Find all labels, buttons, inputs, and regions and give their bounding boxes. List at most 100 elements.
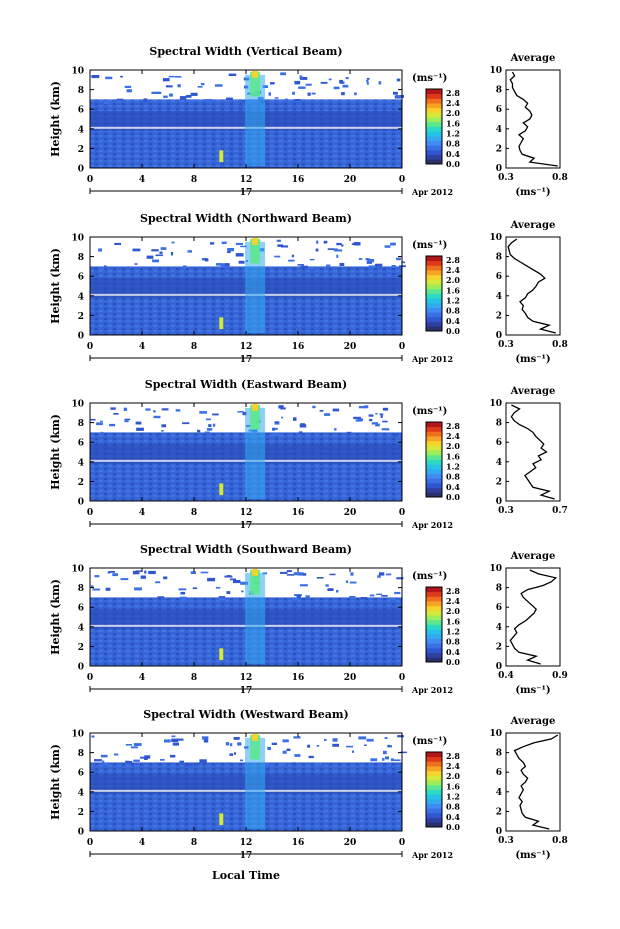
heatmap-speckle bbox=[210, 242, 215, 245]
colorbar-swatch bbox=[426, 817, 442, 823]
colorbar-swatch bbox=[426, 431, 442, 437]
heatmap-speckle bbox=[169, 93, 173, 97]
heatmap-speckle bbox=[200, 83, 205, 86]
heatmap-speckle bbox=[299, 431, 303, 434]
heatmap-speckle bbox=[134, 587, 142, 591]
colorbar-swatch bbox=[426, 159, 442, 165]
heatmap-speckle bbox=[114, 242, 121, 245]
colorbar-swatch bbox=[426, 149, 442, 156]
heatmap-speckle bbox=[201, 736, 209, 740]
heatmap-speckle bbox=[376, 593, 382, 596]
colorbar-swatch bbox=[426, 298, 442, 304]
profile-y-tick-label: 4 bbox=[496, 125, 502, 135]
colorbar-swatch bbox=[426, 154, 442, 160]
y-tick-label: 8 bbox=[78, 584, 84, 594]
heatmap-speckle bbox=[125, 744, 133, 746]
heatmap-speckle bbox=[195, 762, 200, 766]
colorbar-tick-label: 0.4 bbox=[446, 812, 460, 822]
heatmap-speckle bbox=[379, 413, 384, 416]
profile-line bbox=[509, 569, 558, 665]
heatmap-speckle bbox=[92, 588, 101, 591]
heatmap-plume-peak bbox=[252, 403, 259, 411]
heatmap-speckle bbox=[299, 584, 308, 587]
heatmap-plume-core bbox=[250, 71, 261, 97]
colorbar-tick-label: 0.8 bbox=[446, 472, 460, 482]
x-tick-label: 16 bbox=[292, 673, 305, 683]
y-tick-label: 10 bbox=[71, 730, 84, 740]
heatmap-speckle bbox=[353, 416, 361, 420]
heatmap-speckle bbox=[276, 239, 281, 242]
heatmap-speckle bbox=[120, 578, 129, 581]
profile-title: Average bbox=[510, 53, 556, 64]
heatmap-speckle bbox=[165, 85, 173, 88]
heatmap-speckle bbox=[385, 573, 392, 576]
heatmap-speckle bbox=[203, 739, 209, 743]
heatmap-speckle bbox=[136, 427, 144, 431]
heatmap-speckle bbox=[286, 748, 291, 751]
profile-x-tick-label: 0.8 bbox=[552, 173, 568, 183]
y-tick-label: 4 bbox=[78, 458, 84, 468]
y-tick-label: 0 bbox=[78, 663, 84, 673]
colorbar-swatch bbox=[426, 610, 442, 616]
colorbar-swatch bbox=[426, 440, 442, 446]
colorbar-swatch bbox=[426, 112, 442, 118]
heatmap-speckle bbox=[389, 597, 396, 601]
profile-y-tick-label: 4 bbox=[496, 788, 502, 798]
heatmap-speckle bbox=[241, 590, 244, 593]
profile-x-label: (ms⁻¹) bbox=[515, 850, 550, 861]
heatmap-speckle bbox=[100, 420, 103, 423]
heatmap-speckle bbox=[144, 755, 151, 759]
y-tick-label: 0 bbox=[78, 498, 84, 508]
colorbar-swatch bbox=[426, 312, 442, 318]
colorbar-tick-label: 0.0 bbox=[446, 657, 460, 667]
heatmap-speckle bbox=[350, 572, 354, 576]
colorbar-swatch bbox=[426, 473, 442, 479]
colorbar-tick-label: 0.4 bbox=[446, 647, 460, 657]
heatmap-speckle bbox=[352, 750, 354, 753]
heatmap-speckle bbox=[325, 584, 329, 587]
colorbar-swatch bbox=[426, 591, 442, 597]
colorbar-swatch bbox=[426, 121, 442, 127]
colorbar-swatch bbox=[426, 145, 442, 151]
heatmap-speckle bbox=[221, 241, 227, 244]
heatmap-speckle bbox=[94, 759, 102, 762]
heatmap-speckle bbox=[212, 423, 216, 427]
heatmap-speckle bbox=[280, 245, 289, 248]
x-tick-label: 0 bbox=[87, 175, 93, 185]
profile-y-tick-label: 10 bbox=[489, 729, 502, 739]
heatmap-speckle bbox=[339, 79, 344, 84]
y-axis-label: Height (km) bbox=[49, 579, 62, 655]
heatmap-speckle bbox=[172, 742, 179, 746]
heatmap-speckle bbox=[178, 588, 187, 591]
heatmap-speckle bbox=[218, 596, 226, 598]
heatmap-speckle bbox=[305, 595, 310, 598]
colorbar-swatch bbox=[426, 780, 442, 786]
colorbar-frame bbox=[425, 88, 443, 165]
heatmap-speckle bbox=[292, 91, 295, 95]
y-axis-label: Height (km) bbox=[49, 744, 62, 820]
colorbar-swatch bbox=[426, 326, 442, 332]
heatmap-speckle bbox=[319, 410, 324, 412]
heatmap-speckle bbox=[378, 81, 382, 85]
x-tick-label: 12 bbox=[240, 175, 253, 185]
x-tick-label: 0 bbox=[87, 508, 93, 518]
heatmap-speckle bbox=[228, 73, 237, 76]
heatmap-speckle bbox=[364, 744, 367, 746]
colorbar-swatch bbox=[426, 587, 442, 593]
colorbar-swatch bbox=[426, 284, 442, 290]
heatmap-speckle bbox=[308, 267, 315, 270]
profile-x-tick-label: 0.4 bbox=[498, 671, 514, 681]
colorbar-unit: (ms⁻¹) bbox=[412, 736, 447, 747]
heatmap-speckle bbox=[396, 577, 404, 580]
profile-y-tick-label: 2 bbox=[496, 144, 502, 154]
heatmap-speckle bbox=[234, 752, 237, 755]
x-tick-label: 8 bbox=[191, 175, 197, 185]
heatmap-speckle bbox=[397, 735, 404, 738]
heatmap-speckle bbox=[204, 258, 209, 262]
colorbar-tick-label: 2.4 bbox=[446, 265, 460, 275]
heatmap-speckle bbox=[354, 242, 361, 246]
heatmap-speckle bbox=[161, 408, 169, 411]
colorbar-swatch bbox=[426, 789, 442, 795]
profile-y-tick-label: 2 bbox=[496, 642, 502, 652]
heatmap-speckle bbox=[281, 416, 284, 419]
